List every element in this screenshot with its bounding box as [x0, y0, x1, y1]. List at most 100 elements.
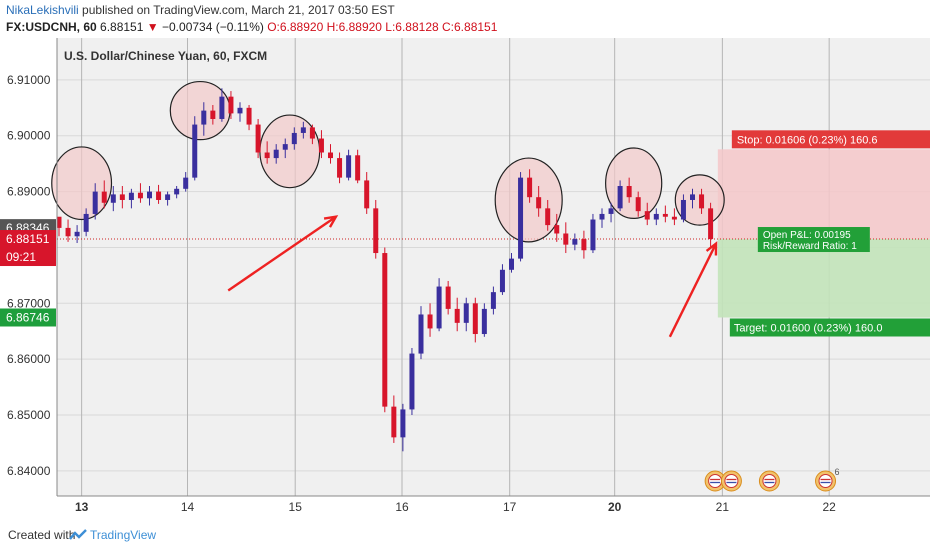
candle-body	[291, 132, 297, 145]
candle-body	[400, 409, 406, 438]
candle	[653, 208, 659, 226]
candle	[346, 149, 352, 181]
candle	[147, 186, 152, 206]
candle	[499, 264, 505, 295]
event-icon-face	[708, 474, 723, 488]
candle-body	[653, 213, 659, 220]
candle-body	[237, 107, 243, 114]
candle	[156, 184, 162, 204]
candle-body	[391, 406, 397, 438]
candle-body	[708, 208, 714, 240]
candle	[599, 208, 605, 228]
event-icon-face	[762, 474, 777, 488]
candle-body	[463, 303, 469, 323]
last-price: 6.88151	[100, 20, 144, 34]
risk-reward-label: Risk/Reward Ratio: 1	[763, 241, 857, 252]
arrow-head	[705, 241, 718, 256]
event-icon-face	[724, 474, 739, 488]
pnl-box	[757, 227, 870, 253]
candle	[400, 403, 406, 452]
candle	[83, 208, 89, 237]
candle	[662, 205, 668, 223]
candle-body	[264, 152, 270, 159]
candle-body	[382, 253, 388, 407]
published-text: published on TradingView.com, March 21, …	[82, 3, 395, 17]
author-link[interactable]: NikaLekishvili	[6, 3, 79, 17]
candle-body	[128, 192, 134, 200]
highlight-circle	[494, 157, 563, 243]
candle-body	[83, 213, 89, 232]
candle	[228, 91, 234, 119]
candle	[137, 183, 143, 203]
candle-body	[364, 180, 370, 209]
x-tick-label: 22	[822, 500, 836, 514]
price-tag	[0, 230, 56, 267]
candle	[454, 297, 460, 332]
candle	[201, 102, 207, 136]
candle-body	[644, 211, 650, 220]
candle-body	[563, 233, 569, 245]
y-tick-label: 6.90000	[7, 129, 51, 143]
candle	[436, 278, 442, 332]
candle	[554, 213, 560, 242]
candle	[219, 88, 225, 122]
candle	[626, 177, 632, 203]
candle	[300, 121, 306, 139]
stop-label: Stop: 0.01606 (0.23%) 160.6	[737, 134, 878, 146]
price-tag-time: 09:21	[6, 250, 36, 264]
down-triangle-icon: ▼	[146, 20, 159, 34]
candle	[282, 138, 288, 159]
candle-body	[101, 191, 107, 203]
candle	[617, 180, 623, 212]
candle-body	[699, 194, 705, 209]
candle-body	[373, 208, 379, 254]
event-flag-icon[interactable]	[704, 470, 726, 492]
x-tick-label: 15	[289, 500, 303, 514]
candle	[92, 183, 98, 220]
candle-body	[481, 308, 487, 335]
x-tick-label: 21	[716, 500, 730, 514]
candle-body	[671, 216, 677, 220]
candle-body	[273, 149, 279, 159]
candle	[382, 247, 388, 413]
publish-line: NikaLekishvili published on TradingView.…	[6, 3, 395, 17]
highlight-circle	[259, 114, 321, 189]
candle-body	[309, 127, 315, 139]
candle-body	[536, 197, 542, 209]
candle	[590, 213, 596, 254]
candle	[427, 303, 433, 337]
stop-zone	[717, 149, 930, 240]
event-flag-icon[interactable]	[720, 470, 742, 492]
candle-body	[137, 192, 143, 199]
candle	[690, 188, 695, 209]
price-chart[interactable]: Stop: 0.01606 (0.23%) 160.6 Target: 0.016…	[0, 0, 932, 520]
tradingview-brand[interactable]: TradingView	[90, 528, 157, 542]
candle-body	[56, 216, 62, 228]
y-axis[interactable]: 6.910006.900006.890006.880006.870006.860…	[0, 38, 58, 496]
candle-body	[509, 258, 514, 270]
candle	[699, 188, 705, 214]
candle-body	[545, 208, 551, 226]
event-icons[interactable]: 6	[704, 467, 840, 492]
candle	[490, 286, 496, 315]
candle-body	[454, 308, 460, 323]
price-tag-label: 6.86746	[6, 310, 50, 324]
x-tick-label: 17	[503, 500, 517, 514]
candle	[409, 347, 415, 416]
candle	[364, 172, 370, 214]
candle-body	[499, 269, 505, 293]
position-zones	[57, 149, 930, 318]
event-flag-icon[interactable]: 6	[815, 467, 840, 492]
candle	[74, 225, 80, 243]
candle-body	[210, 110, 216, 119]
candle	[174, 186, 180, 199]
candle-body	[680, 199, 686, 220]
x-axis[interactable]: 13 14 15 16 17 20 21 22	[57, 495, 930, 514]
candle	[128, 188, 134, 209]
price-tag	[0, 308, 56, 327]
y-tick-label: 6.84000	[7, 464, 51, 478]
event-flag-icon[interactable]	[758, 470, 780, 492]
x-tick-label: 16	[395, 500, 409, 514]
candle	[255, 118, 261, 159]
candle	[165, 191, 171, 206]
